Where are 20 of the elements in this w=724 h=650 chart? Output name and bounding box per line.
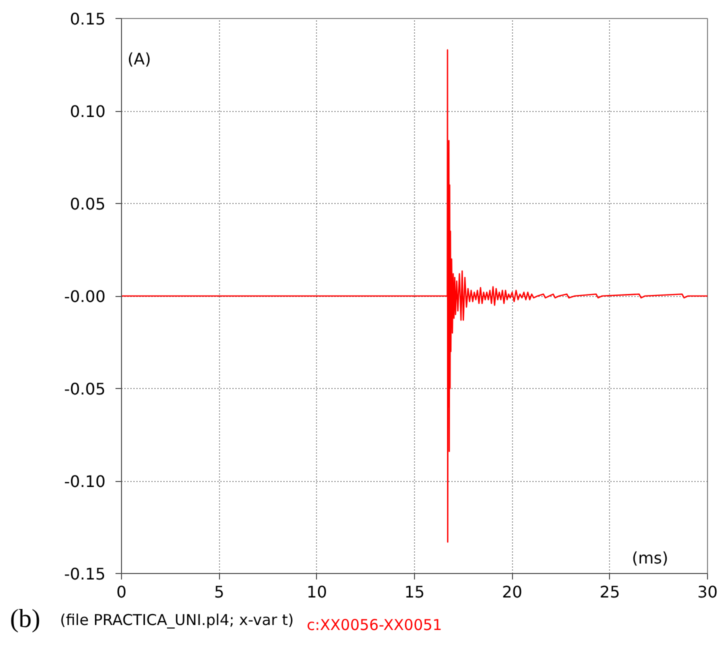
y-axis-title: (A) bbox=[128, 50, 151, 68]
x-axis-title: (ms) bbox=[632, 548, 668, 568]
y-tick-label: -0.00 bbox=[64, 287, 106, 306]
x-tick-label: 20 bbox=[502, 582, 522, 602]
y-tick-label: 0.05 bbox=[70, 194, 106, 214]
text: c:XX0056-XX0051 bbox=[306, 615, 442, 636]
x-tick-label: 25 bbox=[600, 582, 620, 602]
x-tick-label: 5 bbox=[214, 582, 224, 602]
x-tick-label: 10 bbox=[306, 582, 328, 602]
x-tick-label: 0 bbox=[116, 582, 127, 602]
text: (file PRACTICA_UNI.pl4; x-var t) bbox=[60, 610, 294, 631]
x-tick-label: 15 bbox=[404, 582, 425, 602]
y-tick-label: -0.05 bbox=[64, 380, 106, 398]
y-tick-label: 0.10 bbox=[70, 102, 106, 121]
text: (b) bbox=[10, 603, 40, 635]
y-tick-label: -0.15 bbox=[64, 564, 106, 584]
y-tick-label: 0.15 bbox=[70, 10, 106, 28]
line-series bbox=[122, 49, 708, 543]
y-tick-label: -0.10 bbox=[64, 472, 106, 491]
x-tick-label: 30 bbox=[697, 582, 718, 602]
